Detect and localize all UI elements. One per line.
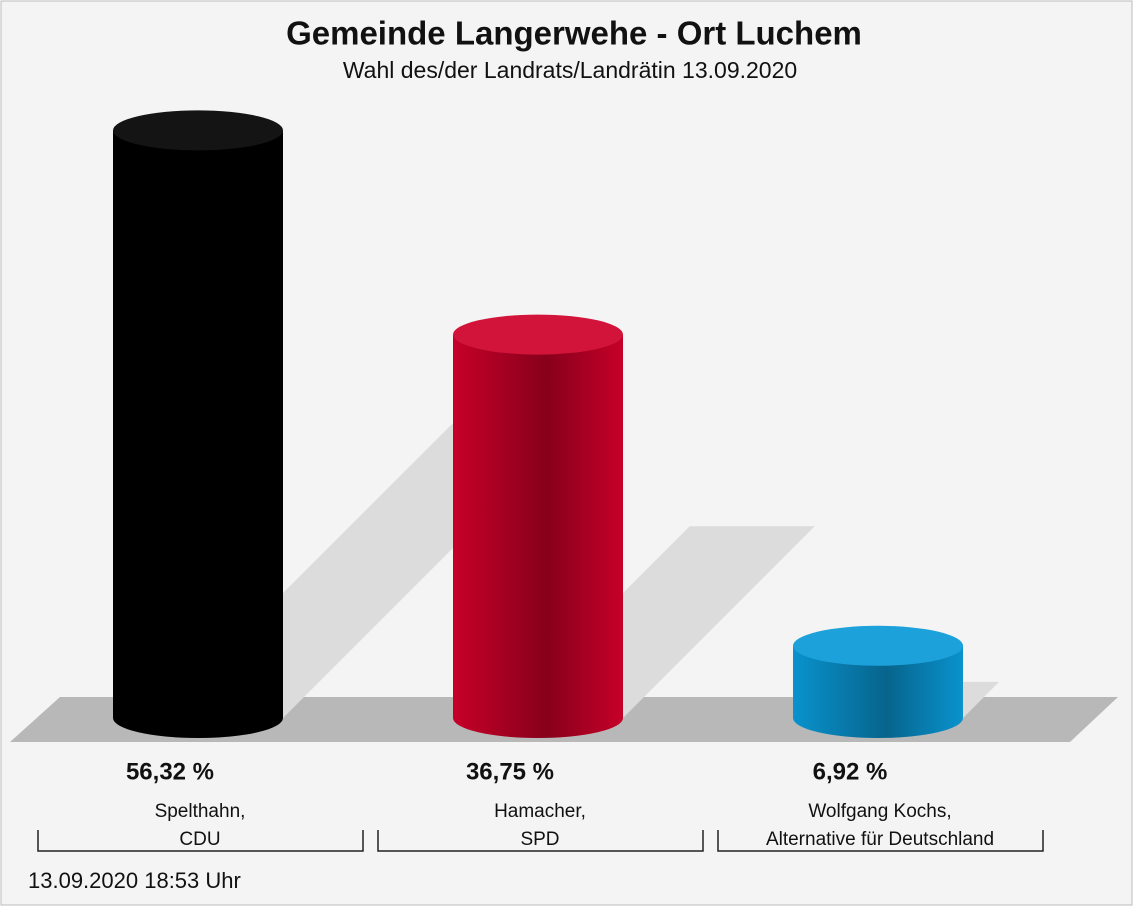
category-label: Alternative für Deutschland xyxy=(766,829,994,850)
bar-top-highlight xyxy=(113,110,283,151)
category-bracket xyxy=(37,830,364,852)
bar-top xyxy=(113,110,283,151)
bar-top xyxy=(793,625,963,666)
bar-shading xyxy=(113,130,283,739)
category-label: CDU xyxy=(179,829,220,850)
bar-top xyxy=(453,314,623,355)
category-label: Spelthahn, xyxy=(155,801,246,822)
bars xyxy=(113,110,963,739)
value-label: 6,92 % xyxy=(813,758,888,785)
category-label: Hamacher, xyxy=(494,801,586,822)
category-label: Wolfgang Kochs, xyxy=(808,801,951,822)
value-label: 36,75 % xyxy=(466,758,554,785)
category-bracket xyxy=(377,830,704,852)
chart-subtitle: Wahl des/der Landrats/Landrätin 13.09.20… xyxy=(343,57,797,83)
chart-title: Gemeinde Langerwehe - Ort Luchem xyxy=(286,15,862,52)
bar-shading xyxy=(793,645,963,738)
category-label: SPD xyxy=(520,829,559,850)
bar-shading xyxy=(453,334,623,738)
bar-top-highlight xyxy=(453,314,623,355)
category-bracket xyxy=(717,830,1044,852)
bar-top-highlight xyxy=(793,625,963,666)
footer: 13.09.2020 18:53 Uhr xyxy=(28,868,241,893)
value-label: 56,32 % xyxy=(126,758,214,785)
